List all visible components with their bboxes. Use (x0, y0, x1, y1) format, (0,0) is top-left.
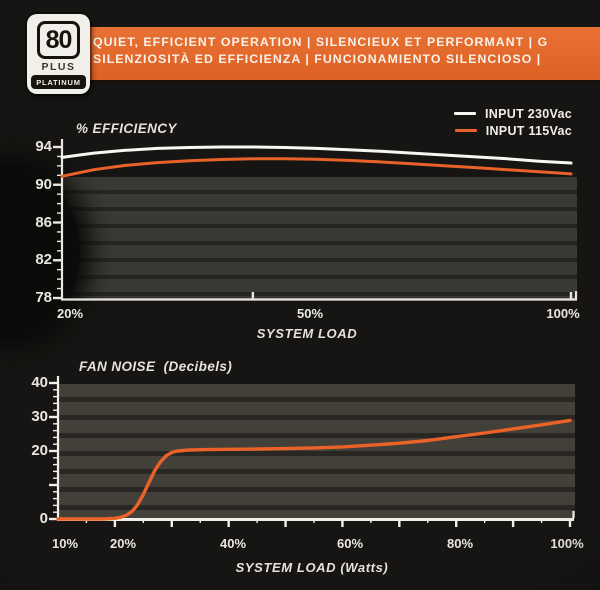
fan-noise-curve (56, 418, 572, 521)
badge-plus-label: PLUS (41, 61, 76, 73)
legend-row-230vac: INPUT 230Vac (454, 105, 572, 122)
banner-text-line2: SILENZIOSITÀ ED EFFICIENZA | FUNCIONAMIE… (93, 52, 542, 66)
banner-text-line1: QUIET, EFFICIENT OPERATION | SILENCIEUX … (93, 35, 549, 49)
fan-ytick-40: 40 (31, 374, 48, 391)
fan-xtick-100: 100% (550, 536, 584, 551)
fan-xtick-80: 80% (446, 536, 474, 551)
fan-ytick-20: 20 (31, 442, 48, 459)
efficiency-ytick-78: 78 (35, 289, 52, 306)
efficiency-curve-115vac (60, 157, 573, 178)
legend-swatch-115vac (454, 128, 477, 133)
efficiency-legend: INPUT 230Vac INPUT 115Vac (454, 105, 572, 139)
fan-xtick-10: 10% (51, 536, 79, 551)
efficiency-ticks (53, 145, 573, 300)
efficiency-chart-title: % EFFICIENCY (76, 121, 177, 136)
legend-swatch-230vac (454, 111, 477, 116)
efficiency-ytick-82: 82 (35, 251, 52, 268)
header-banner: QUIET, EFFICIENT OPERATION | SILENCIEUX … (55, 27, 600, 80)
efficiency-curve-230vac (60, 145, 573, 165)
legend-row-115vac: INPUT 115Vac (454, 122, 572, 139)
fan-plot-stripes (59, 384, 575, 519)
efficiency-ytick-90: 90 (35, 176, 52, 193)
fan-xaxis-title: SYSTEM LOAD (Watts) (235, 560, 389, 575)
badge-platinum-label: PLATINUM (31, 75, 86, 89)
efficiency-xtick-50: 50% (296, 306, 324, 321)
80plus-platinum-badge: 80 PLUS PLATINUM (27, 14, 90, 94)
efficiency-ytick-94: 94 (35, 138, 52, 155)
legend-label-230vac: INPUT 230Vac (485, 106, 572, 121)
legend-label-115vac: INPUT 115Vac (485, 123, 572, 138)
fan-xtick-60: 60% (336, 536, 364, 551)
efficiency-xtick-100: 100% (546, 306, 580, 321)
fan-xtick-20: 20% (109, 536, 137, 551)
efficiency-xtick-20: 20% (56, 306, 84, 321)
fan-ytick-0: 0 (39, 510, 48, 527)
fan-ytick-30: 30 (31, 408, 48, 425)
badge-80-number: 80 (37, 21, 80, 59)
efficiency-ytick-86: 86 (35, 214, 52, 231)
efficiency-plot-stripes (63, 177, 577, 299)
fan-xtick-40: 40% (219, 536, 247, 551)
efficiency-xaxis-title: SYSTEM LOAD (256, 326, 358, 341)
fan-chart-title: FAN NOISE (Decibels) (79, 359, 233, 374)
fan-ticks (49, 381, 572, 527)
